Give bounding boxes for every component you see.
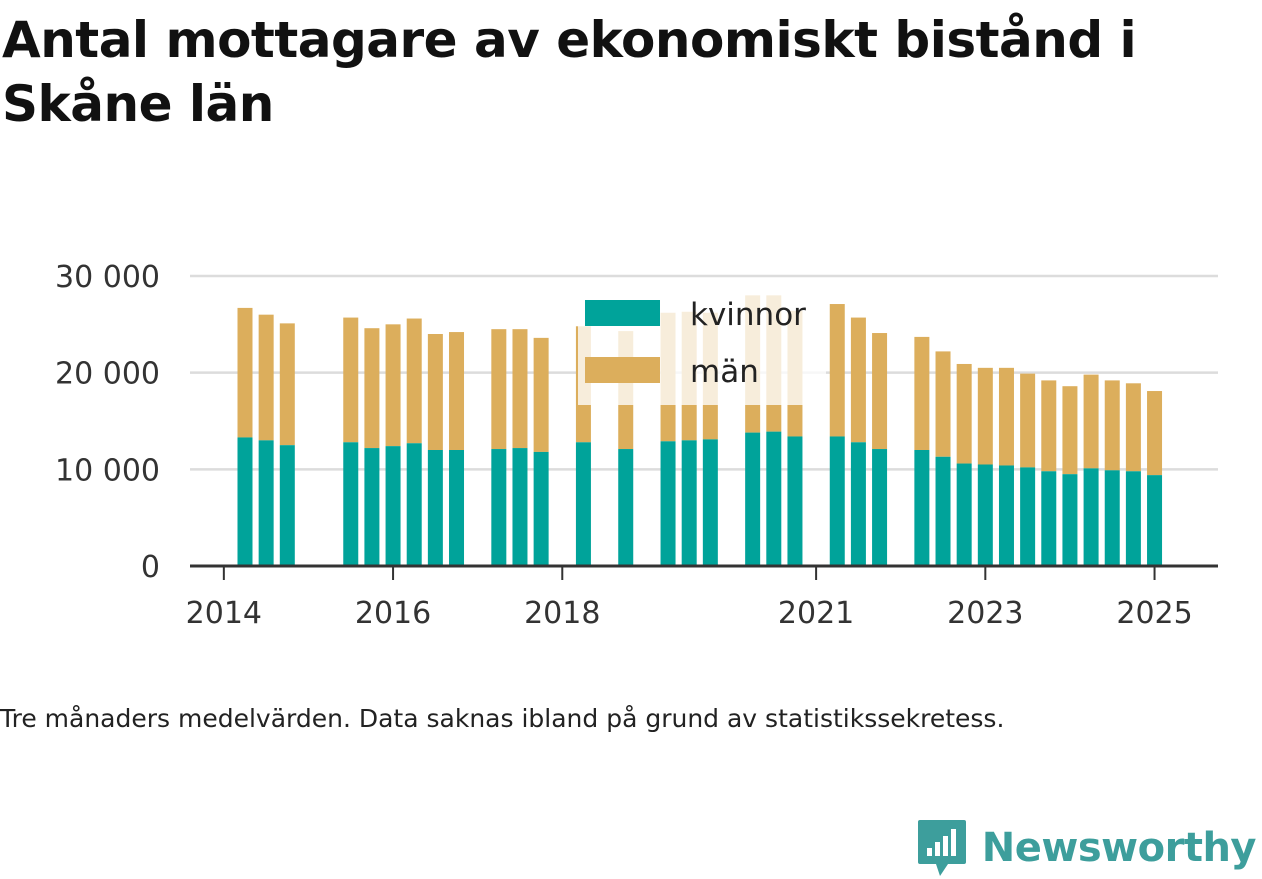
bar-kvinnor — [935, 456, 951, 566]
bar-man — [1083, 374, 1099, 469]
bar-man — [279, 323, 295, 446]
bar-man — [512, 329, 528, 449]
x-tick-label: 2021 — [778, 596, 854, 631]
bar-kvinnor — [1062, 474, 1078, 566]
bar-kvinnor — [385, 446, 401, 566]
bar-kvinnor — [787, 436, 803, 566]
x-tick-label: 2014 — [186, 596, 262, 631]
bar-kvinnor — [872, 449, 888, 566]
bar-kvinnor — [258, 440, 274, 566]
bar-kvinnor — [491, 449, 507, 566]
bar-man — [1041, 380, 1057, 472]
bar-man — [364, 328, 380, 449]
bar-kvinnor — [829, 436, 845, 566]
y-tick-label: 10 000 — [55, 453, 160, 488]
brand-name: Newsworthy — [981, 825, 1257, 871]
bar-man — [237, 307, 253, 438]
bar-man — [491, 329, 507, 450]
legend-swatch-kvinnor — [585, 300, 660, 326]
bar-man — [343, 317, 359, 443]
bar-kvinnor — [1083, 468, 1099, 566]
bar-kvinnor — [575, 442, 591, 566]
x-tick-label: 2023 — [947, 596, 1023, 631]
bar-man — [427, 334, 443, 450]
bar-kvinnor — [998, 465, 1014, 566]
bar-kvinnor — [850, 442, 866, 566]
bar-man — [872, 333, 888, 450]
y-tick-label: 0 — [141, 550, 160, 585]
bar-kvinnor — [914, 450, 930, 566]
bar-kvinnor — [427, 450, 443, 566]
bar-kvinnor — [449, 450, 465, 566]
bar-man — [956, 363, 972, 464]
bar-man — [935, 351, 951, 457]
legend-label-man: män — [690, 354, 759, 390]
bar-man — [258, 314, 274, 441]
legend-swatch-man — [585, 357, 660, 383]
page-title: Antal mottagare av ekonomiskt bistånd i … — [2, 11, 1137, 133]
bar-kvinnor — [660, 441, 676, 566]
x-tick-label: 2018 — [524, 596, 600, 631]
bar-man — [1104, 380, 1120, 471]
bar-kvinnor — [343, 442, 359, 566]
bar-kvinnor — [1041, 471, 1057, 566]
bar-kvinnor — [1020, 467, 1036, 566]
bar-kvinnor — [279, 445, 295, 566]
x-tick-label: 2016 — [355, 596, 431, 631]
stacked-bar-chart: 0 10 000 20 000 30 000 2014 2016 2018 2021 2023 2… — [55, 260, 1218, 631]
bar-man — [1062, 386, 1078, 475]
legend-label-kvinnor: kvinnor — [690, 297, 806, 333]
y-tick-label: 30 000 — [55, 260, 160, 295]
bar-kvinnor — [956, 463, 972, 566]
chart-note: Tre månaders medelvärden. Data saknas ib… — [0, 704, 1005, 733]
bar-man — [406, 318, 422, 444]
bar-man — [385, 324, 401, 447]
bar-man — [977, 367, 993, 465]
chart-bubble-icon — [917, 820, 966, 876]
x-tick-label: 2025 — [1116, 596, 1192, 631]
bar-kvinnor — [533, 451, 549, 566]
bar-man — [1020, 373, 1036, 468]
bar-kvinnor — [766, 431, 782, 566]
bar-man — [1125, 383, 1141, 472]
y-tick-label: 20 000 — [55, 357, 160, 392]
bar-kvinnor — [745, 432, 761, 566]
brand-logo: Newsworthy — [916, 818, 1257, 878]
bar-kvinnor — [702, 439, 718, 566]
bar-man — [850, 317, 866, 443]
bar-kvinnor — [977, 464, 993, 566]
bar-kvinnor — [1125, 471, 1141, 566]
bar-kvinnor — [681, 440, 697, 566]
bar-kvinnor — [406, 443, 422, 566]
bar-man — [1147, 391, 1163, 476]
bar-man — [829, 304, 845, 437]
bar-man — [998, 367, 1014, 466]
bar-kvinnor — [1147, 475, 1163, 566]
bar-kvinnor — [237, 437, 253, 566]
chart-area: 0 10 000 20 000 30 000 2014 2016 2018 2021 2023 2… — [0, 230, 1262, 650]
bar-man — [533, 337, 549, 452]
bar-man — [914, 336, 930, 450]
bar-man — [449, 332, 465, 450]
bar-kvinnor — [618, 449, 634, 566]
bar-kvinnor — [364, 448, 380, 566]
bar-kvinnor — [1104, 470, 1120, 566]
bar-kvinnor — [512, 448, 528, 566]
